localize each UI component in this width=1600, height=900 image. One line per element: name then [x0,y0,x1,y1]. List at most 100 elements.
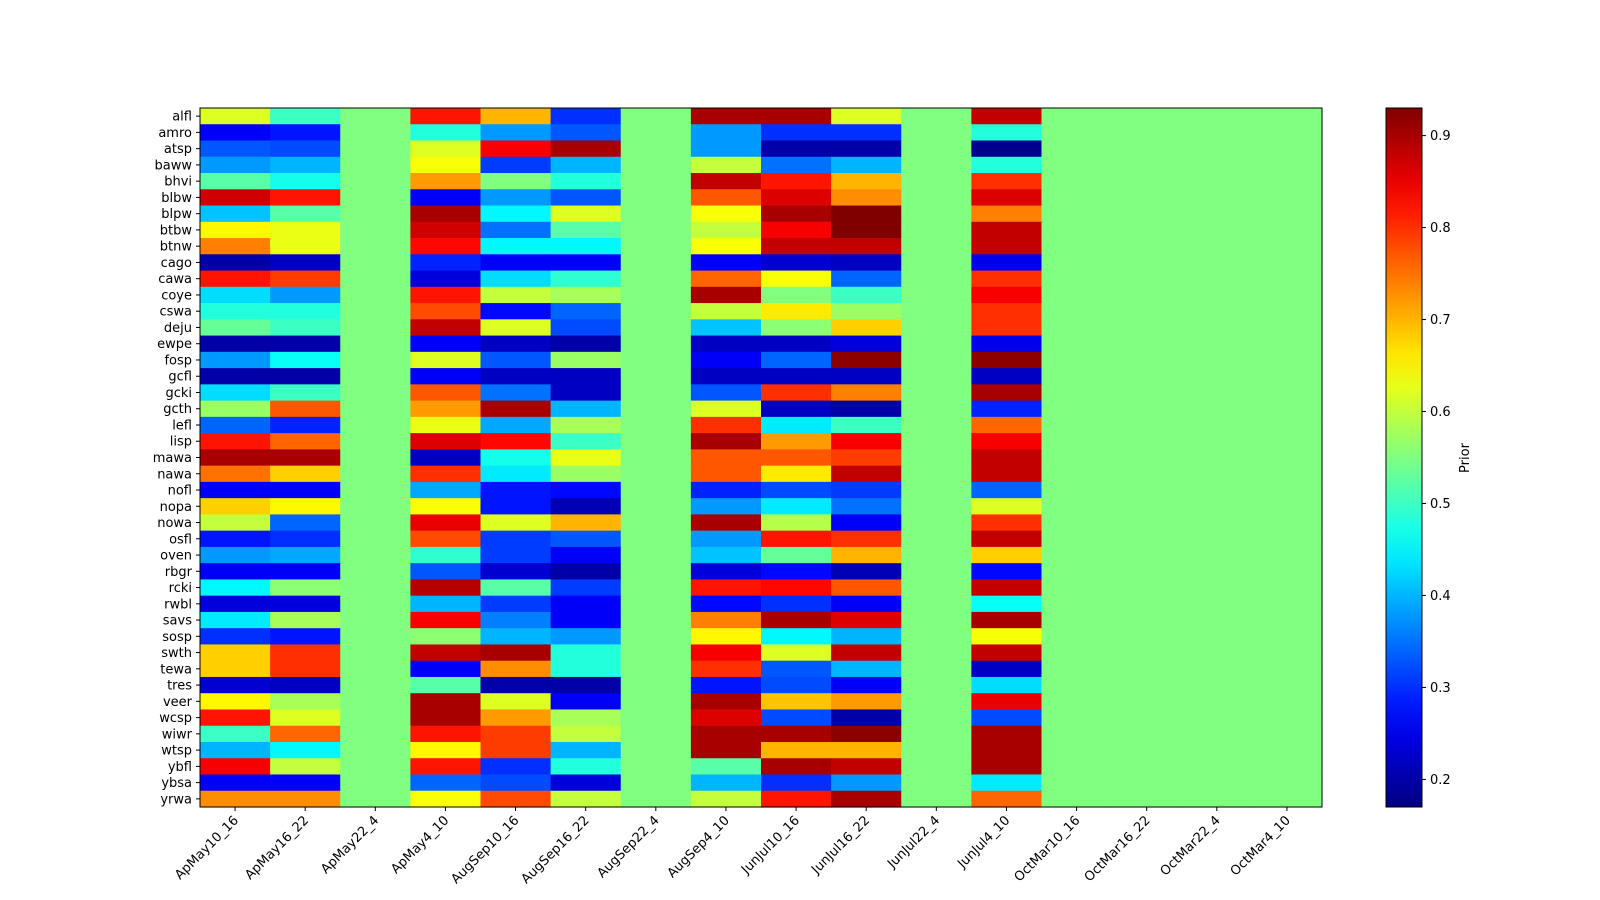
heatmap-cell [340,140,411,158]
heatmap-cell [901,465,972,483]
heatmap-cell [690,303,762,320]
heatmap-cell [971,481,1043,499]
heatmap-cell [1181,433,1253,450]
heatmap-cell [550,774,622,792]
heatmap-cell [410,303,482,320]
heatmap-cell [410,546,482,564]
heatmap-cell [761,709,832,727]
y-tick-label: coye [161,288,192,303]
heatmap-cell [690,790,762,808]
heatmap-cell [1111,173,1183,190]
heatmap-cell [1111,595,1183,613]
heatmap-cell [200,449,271,467]
heatmap-cell [901,741,972,759]
heatmap-cell [690,530,762,548]
heatmap-cell [1181,173,1253,190]
heatmap-cell [480,514,552,532]
heatmap-cell [1111,384,1183,402]
heatmap-cell [1111,351,1183,369]
heatmap-cell [1111,205,1183,223]
heatmap-cell [410,481,482,499]
heatmap-cell [410,189,482,207]
heatmap-cell [1251,676,1323,694]
heatmap-cell [1251,546,1323,564]
heatmap-cell [200,758,271,776]
heatmap-cell [971,595,1043,613]
heatmap-cell [1181,628,1253,646]
heatmap-cell [480,108,552,125]
heatmap-cell [1181,238,1253,255]
heatmap-cell [1041,335,1113,353]
heatmap-cell [971,286,1043,304]
heatmap-cell [971,725,1043,743]
heatmap-cell [971,416,1043,434]
heatmap-cell [761,416,832,434]
heatmap-cell [1111,546,1183,564]
heatmap-cell [690,514,762,532]
heatmap-cell [340,221,411,239]
colorbar: 0.2 0.3 0.4 0.5 0.6 0.7 0.8 0.9 Prior [1385,107,1473,808]
heatmap-cell [761,758,832,776]
heatmap-cell [690,335,762,353]
heatmap-cell [200,270,271,288]
heatmap-cell [761,563,832,581]
heatmap-cell [270,693,341,711]
heatmap-cell [971,465,1043,483]
heatmap-cell [761,579,832,597]
heatmap-cell [270,189,341,207]
y-tick-label: btnw [160,240,193,255]
heatmap-cell [550,644,622,662]
heatmap-cell [200,790,271,808]
heatmap-cell [620,384,692,402]
heatmap-cell [1181,595,1253,613]
heatmap-cell [550,449,622,467]
heatmap-cell [1111,709,1183,727]
heatmap-cell [1041,433,1113,450]
heatmap-cell [690,238,762,255]
heatmap-cell [1111,498,1183,515]
heatmap-cell [270,660,341,678]
heatmap-cell [971,108,1043,125]
heatmap-cell [410,433,482,450]
heatmap-cell [690,173,762,190]
heatmap-cell [1251,319,1323,337]
heatmap-cell [761,140,832,158]
heatmap-cell [831,286,902,304]
heatmap-cell [200,384,271,402]
heatmap-cell [410,270,482,288]
heatmap-cell [1041,644,1113,662]
heatmap-cell [340,238,411,255]
heatmap-cell [831,644,902,662]
heatmap-cell [480,416,552,434]
y-tick-label: gcth [163,402,192,417]
heatmap-cell [270,449,341,467]
heatmap-cell [831,514,902,532]
heatmap-cell [1181,124,1253,142]
heatmap-cell [831,741,902,759]
heatmap-cell [761,400,832,418]
heatmap-cell [761,173,832,190]
heatmap-cell [1251,140,1323,158]
heatmap-cell [1041,449,1113,467]
heatmap-cell [901,205,972,223]
heatmap-cell [340,254,411,272]
heatmap-cell [270,790,341,808]
heatmap-cell [270,725,341,743]
heatmap-cell [340,514,411,532]
heatmap-cell [1181,709,1253,727]
y-tick-label: tewa [160,662,192,677]
heatmap-cell [480,286,552,304]
heatmap-cell [1111,611,1183,629]
heatmap-cell [1181,676,1253,694]
heatmap-cell [340,546,411,564]
heatmap-cell [480,221,552,239]
x-tick-label: OctMar16_22 [1082,813,1154,885]
heatmap-cell [1041,368,1113,385]
heatmap-cell [761,351,832,369]
heatmap-cell [901,579,972,597]
heatmap-cell [340,498,411,515]
heatmap-cell [1041,709,1113,727]
heatmap-cell [1181,449,1253,467]
heatmap-cell [690,676,762,694]
